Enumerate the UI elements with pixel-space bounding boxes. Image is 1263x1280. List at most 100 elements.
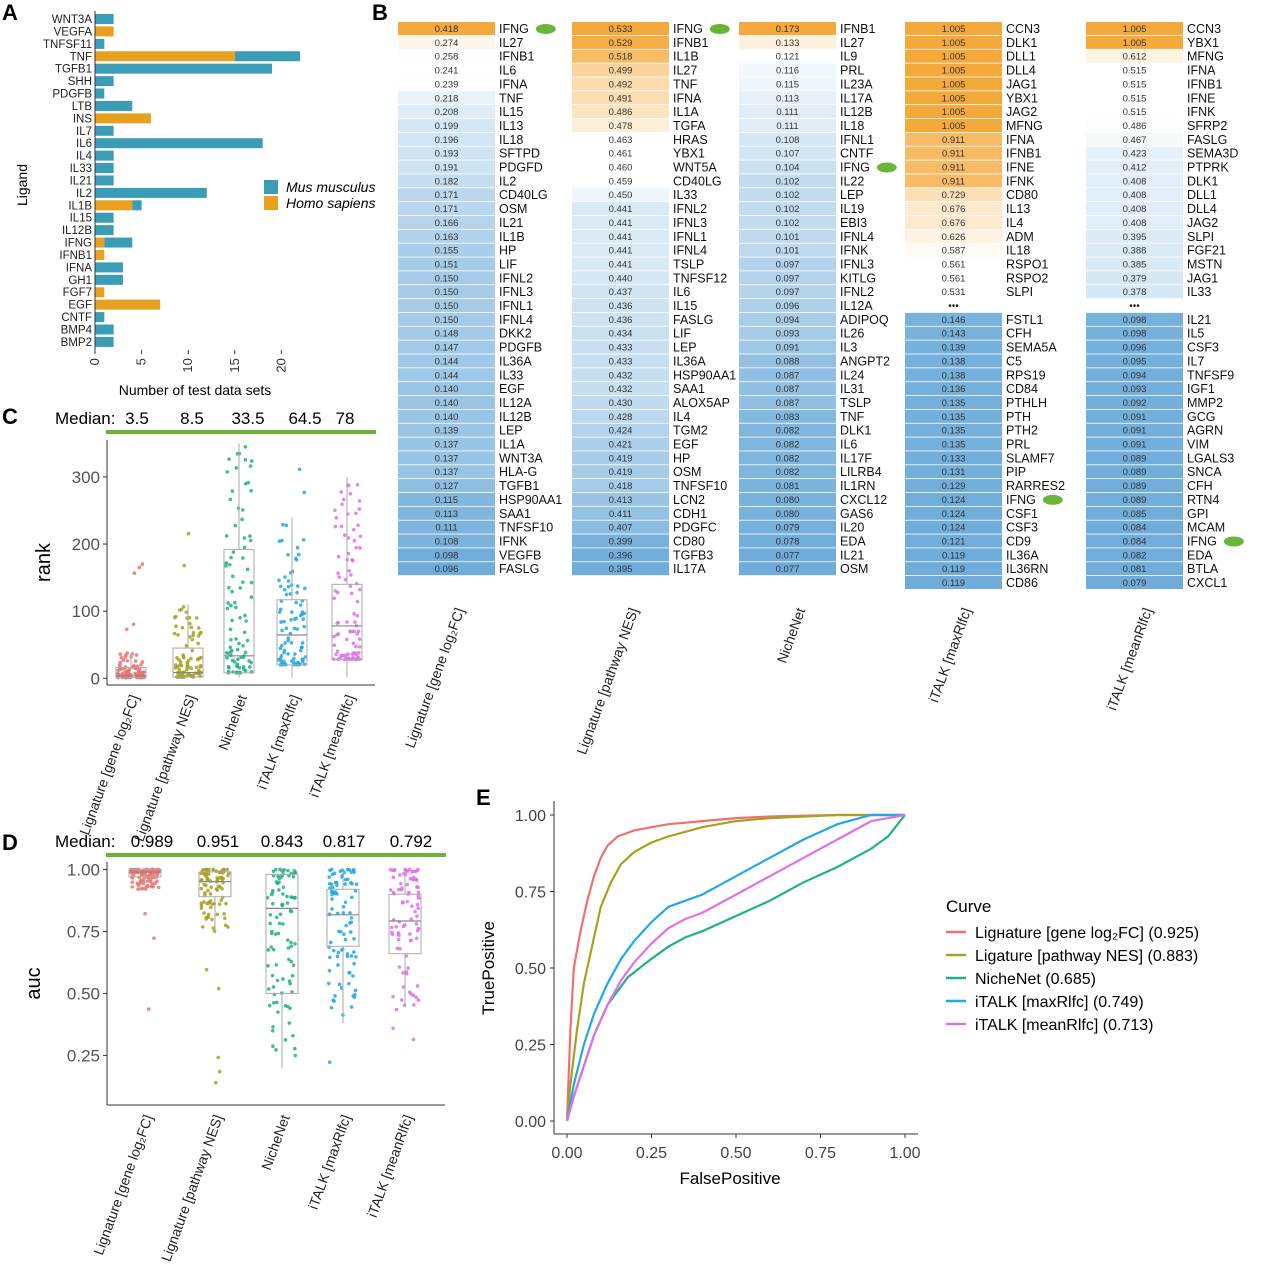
c-point-0-53 [118,662,122,667]
c-point-4-74 [345,620,349,624]
d-point-3-9 [351,974,355,978]
b-nichenet-row-16-ligand: IFNK [840,244,869,258]
a-bar-mus-il21 [95,175,114,186]
d-point-4-89 [404,868,409,873]
b-italk-meanrlfc-row-30-value: 0.091 [1123,440,1147,451]
b-lignature-pathway-nes-row-18-cell [572,271,669,285]
c-point-4-84 [334,516,339,520]
b-italk-meanrlfc-row-2-value: 0.612 [1123,52,1147,63]
b-italk-meanrlfc-row-1-cell [1086,35,1183,49]
b-nichenet-row-27-value: 0.087 [776,398,800,409]
b-lignature-gene-log-fc-row-14-ligand: IL21 [499,216,523,230]
c-point-4-89 [333,508,337,513]
b-lignature-pathway-nes-row-16-cell [572,243,669,257]
b-lignature-pathway-nes-row-10-ligand: WNT5A [673,161,717,175]
b-italk-meanrlfc-row-33-value: 0.089 [1123,481,1147,492]
d-point-3-70 [343,900,348,905]
b-lignature-pathway-nes-row-34-value: 0.413 [609,495,633,506]
a-bar-homo-ins [95,113,151,124]
b-lignature-pathway-nes-row-25-value: 0.432 [609,370,633,381]
d-point-4-88 [394,1007,399,1012]
b-lignature-pathway-nes-row-14-cell [572,215,669,229]
d-point-4-8 [404,954,409,958]
b-italk-meanrlfc-row-19-ligand: IL33 [1187,285,1211,299]
b-nichenet-row-18-cell [739,271,836,285]
d-category-label-2: NicheNet [258,1112,293,1172]
b-nichenet-row-22-cell [739,326,836,340]
b-italk-meanrlfc-row-38-ligand: EDA [1187,548,1213,562]
b-lignature-pathway-nes-row-4-value: 0.492 [609,79,633,90]
d-point-4-81 [415,902,420,907]
d-point-3-80 [332,999,336,1003]
d-point-3-38 [353,889,358,893]
c-point-4-46 [347,569,352,573]
d-point-3-59 [335,883,339,888]
d-y-tick-label-1-00: 1.00 [67,860,100,879]
a-bar-mus-il1b [132,200,142,211]
b-lignature-gene-log-fc-row-21-cell [398,312,495,326]
c-point-1-72 [173,615,177,620]
c-point-4-38 [355,613,360,618]
d-point-3-25 [347,981,351,986]
b-italk-meanrlfc-row-11-cell [1086,174,1183,188]
d-point-3-53 [341,905,346,909]
b-italk-meanrlfc-row-6-value: 0.515 [1123,107,1147,118]
b-italk-meanrlfc-row-36-cell [1086,520,1183,534]
b-nichenet-row-26-value: 0.087 [776,384,800,395]
d-point-3-3 [352,950,356,954]
d-box-2 [265,873,299,994]
d-point-2-45 [289,940,293,945]
b-italk-maxrlfc-row-17-value: 0.561 [942,259,966,270]
c-point-4-85 [335,649,340,653]
panel-label-d: D [2,830,18,855]
b-nichenet-row-12-cell [739,188,836,202]
b-nichenet-row-15-ligand: IFNL4 [840,230,874,244]
b-lignature-gene-log-fc-row-18-ligand: IFNL2 [499,271,533,285]
b-lignature-gene-log-fc-row-8-cell [398,132,495,146]
b-lignature-pathway-nes-row-9-value: 0.461 [609,149,633,160]
b-italk-maxrlfc-row-29-ligand: PTH2 [1006,424,1038,438]
c-point-3-45 [294,556,298,561]
b-italk-maxrlfc-row-3-cell [905,63,1002,77]
a-tick-label-il7: IL7 [76,126,92,138]
a-tick-label-pdgfb: PDGFB [52,89,92,101]
d-point-2-13 [281,885,286,890]
d-point-4-87 [416,896,421,901]
b-lignature-pathway-nes-row-30-cell [572,437,669,451]
c-point-1-27 [182,563,187,568]
b-lignature-pathway-nes-row-5-ligand: IFNA [673,91,702,105]
c-point-3-65 [286,553,290,557]
c-point-4-42 [357,499,362,503]
b-lignature-pathway-nes-row-26-ligand: SAA1 [673,382,705,396]
d-point-2-48 [278,912,283,917]
b-italk-meanrlfc-row-38-value: 0.082 [1123,550,1147,561]
e-y-tick-label-0-00: 0.00 [515,1114,546,1131]
b-italk-maxrlfc-row-29-cell [905,423,1002,437]
a-tick-label-tnfsf11: TNFSF11 [43,39,92,51]
c-category-label-2: NicheNet [215,692,250,752]
a-legend-swatch-homo [264,196,278,210]
c-point-3-83 [290,659,294,663]
b-nichenet-row-15-cell [739,229,836,243]
c-point-2-40 [227,457,231,461]
b-lignature-pathway-nes-row-15-ligand: IFNL1 [673,230,707,244]
b-lignature-pathway-nes-row-6-cell [572,105,669,119]
b-lignature-gene-log-fc-row-18-cell [398,271,495,285]
c-point-4-62 [355,482,360,487]
d-point-3-88 [337,929,341,934]
c-point-3-54 [279,654,284,658]
a-x-tick-label-0: 0 [87,358,102,365]
d-point-3-84 [349,1005,354,1009]
b-italk-meanrlfc-row-13-cell [1086,202,1183,216]
d-point-1-41 [199,906,204,910]
d-point-1-89 [216,884,221,889]
c-point-2-31 [248,464,253,468]
c-point-4-14 [357,507,362,511]
b-nichenet-row-8-ligand: IFNL1 [840,133,874,147]
a-bar-mus-bmp4 [95,324,114,335]
b-italk-maxrlfc-row-38-cell [905,548,1002,562]
b-italk-meanrlfc-row-12-ligand: DLL1 [1187,188,1217,202]
d-point-2-32 [288,1006,292,1011]
c-point-4-59 [341,497,346,502]
b-lignature-pathway-nes-row-13-cell [572,202,669,216]
